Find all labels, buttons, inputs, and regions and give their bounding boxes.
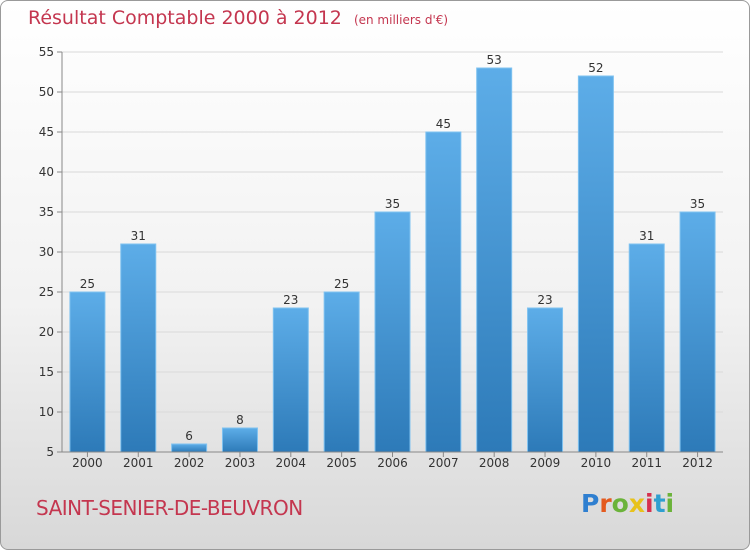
value-label-2005: 25 [334, 277, 349, 291]
x-tick-label-2000: 2000 [72, 456, 103, 470]
y-tick-label-10: 10 [39, 405, 54, 419]
value-label-2008: 53 [487, 53, 502, 67]
x-tick-label-2003: 2003 [225, 456, 256, 470]
value-label-2006: 35 [385, 197, 400, 211]
x-tick-label-2010: 2010 [581, 456, 612, 470]
value-label-2001: 31 [131, 229, 146, 243]
x-tick-label-2002: 2002 [174, 456, 205, 470]
x-tick-label-2008: 2008 [479, 456, 510, 470]
bar-2008 [476, 67, 513, 453]
bar-2003 [221, 427, 258, 453]
y-tick-label-45: 45 [39, 125, 54, 139]
proxiti-logo[interactable]: Proxiti [581, 489, 674, 518]
y-tick-label-35: 35 [39, 205, 54, 219]
logo-letter: P [581, 489, 600, 518]
value-label-2012: 35 [690, 197, 705, 211]
logo-letter: x [628, 489, 645, 518]
y-tick-label-15: 15 [39, 365, 54, 379]
value-label-2002: 6 [185, 429, 193, 443]
y-tick-label-40: 40 [39, 165, 54, 179]
logo-letter: r [599, 489, 612, 518]
y-tick-label-25: 25 [39, 285, 54, 299]
y-tick-label-50: 50 [39, 85, 54, 99]
commune-name: SAINT-SENIER-DE-BEUVRON [36, 496, 303, 520]
bar-2010 [577, 75, 614, 453]
value-label-2003: 8 [236, 413, 244, 427]
x-tick-label-2005: 2005 [326, 456, 357, 470]
logo-letter: t [653, 489, 666, 518]
axes [57, 51, 723, 457]
logo-letter: o [611, 489, 629, 518]
logo-letter: i [645, 489, 654, 518]
value-label-2010: 52 [588, 61, 603, 75]
y-tick-label-5: 5 [46, 445, 54, 459]
bars [69, 67, 716, 453]
value-label-2000: 25 [80, 277, 95, 291]
bar-2009 [527, 307, 564, 453]
x-tick-label-2004: 2004 [276, 456, 307, 470]
bar-2002 [171, 443, 208, 453]
bar-2011 [628, 243, 665, 453]
y-tick-label-30: 30 [39, 245, 54, 259]
chart-subtitle: (en milliers d'€) [353, 13, 449, 27]
x-tick-label-2001: 2001 [123, 456, 154, 470]
value-label-2009: 23 [537, 293, 552, 307]
bar-2005 [323, 291, 360, 453]
chart-title: Résultat Comptable 2000 à 2012 (en milli… [28, 7, 448, 29]
value-label-2007: 45 [436, 117, 451, 131]
logo-letter: i [665, 489, 675, 518]
x-tick-label-2009: 2009 [530, 456, 561, 470]
bar-2004 [272, 307, 309, 453]
bar-2000 [69, 291, 106, 453]
value-label-2011: 31 [639, 229, 654, 243]
value-label-2004: 23 [283, 293, 298, 307]
x-tick-label-2011: 2011 [631, 456, 662, 470]
chart-title-text: Résultat Comptable 2000 à 2012 [28, 7, 342, 29]
x-tick-label-2007: 2007 [428, 456, 459, 470]
labels: 5 10 15 20 25 30 35 40 45 50 55 25 2000 31 2001 6 2002 8 2… [39, 45, 713, 470]
bar-2001 [120, 243, 157, 453]
x-tick-label-2012: 2012 [682, 456, 713, 470]
y-tick-label-20: 20 [39, 325, 54, 339]
y-tick-label-55: 55 [39, 45, 54, 59]
x-tick-label-2006: 2006 [377, 456, 408, 470]
bar-2006 [374, 211, 411, 453]
bar-2012 [679, 211, 716, 453]
bar-2007 [425, 131, 462, 453]
